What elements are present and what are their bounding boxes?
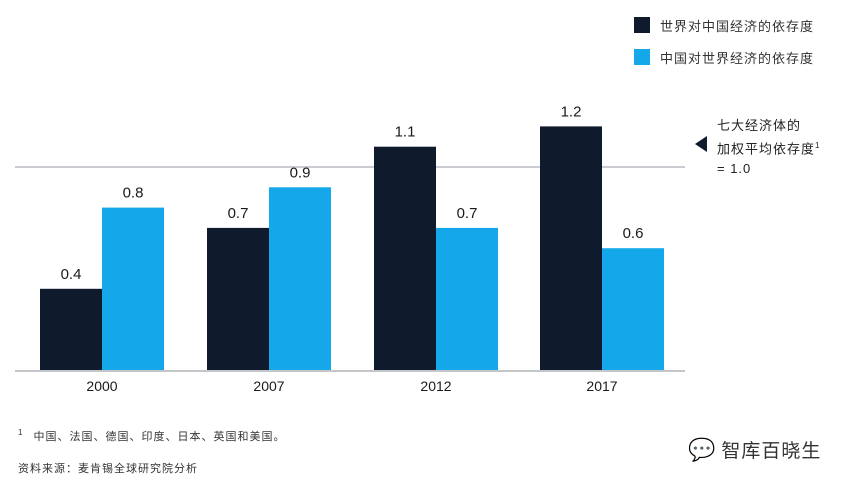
annotation-line2-text: 加权平均依存度 [717, 141, 816, 157]
legend-label-series2: 中国对世界经济的依存度 [660, 50, 815, 66]
watermark: 💬 智库百晓生 [688, 436, 821, 463]
legend-item-series2: 中国对世界经济的依存度 [634, 44, 814, 70]
bar-series2-2000 [102, 207, 164, 370]
data-label-series2-2017: 0.6 [623, 225, 644, 242]
footnote-marker: 1 [18, 428, 24, 438]
footnote-text: 中国、法国、德国、印度、日本、英国和美国。 [33, 431, 286, 443]
data-label-series2-2000: 0.8 [123, 185, 144, 202]
footnote: 1 中国、法国、德国、印度、日本、英国和美国。 [18, 428, 285, 444]
legend-swatch-series1 [634, 17, 650, 33]
data-label-series1-2007: 0.7 [228, 205, 249, 222]
legend: 世界对中国经济的依存度 中国对世界经济的依存度 [634, 12, 814, 76]
legend-item-series1: 世界对中国经济的依存度 [634, 12, 814, 38]
bar-series1-2007 [207, 227, 269, 370]
wechat-icon: 💬 [688, 436, 716, 462]
legend-label-series1: 世界对中国经济的依存度 [660, 18, 815, 34]
x-tick-label-2007: 2007 [253, 378, 284, 394]
bar-series1-2012 [374, 146, 436, 370]
data-label-series1-2012: 1.1 [395, 124, 416, 141]
watermark-text: 智库百晓生 [721, 441, 822, 462]
annotation-line3: = 1.0 [717, 161, 752, 177]
annotation-line2: 加权平均依存度1 [717, 136, 847, 159]
data-label-series2-2007: 0.9 [290, 164, 311, 181]
bar-series1-2017 [540, 126, 602, 371]
bar-series2-2017 [602, 248, 664, 370]
legend-swatch-series2 [634, 49, 650, 65]
data-label-series1-2017: 1.2 [561, 103, 582, 120]
x-tick-label-2017: 2017 [586, 378, 617, 394]
source-note: 资料来源：麦肯锡全球研究院分析 [18, 463, 198, 475]
x-tick-label-2012: 2012 [420, 378, 451, 394]
bar-series1-2000 [40, 288, 102, 370]
left-triangle-icon [695, 136, 707, 152]
data-label-series1-2000: 0.4 [61, 266, 82, 283]
bar-series2-2012 [436, 227, 498, 370]
bar-series2-2007 [269, 187, 331, 370]
data-label-series2-2012: 0.7 [457, 205, 478, 222]
x-tick-label-2000: 2000 [86, 378, 117, 394]
reference-annotation-text: 七大经济体的 加权平均依存度1 = 1.0 [717, 116, 847, 179]
annotation-superscript: 1 [815, 141, 821, 150]
annotation-line1: 七大经济体的 [717, 118, 802, 133]
